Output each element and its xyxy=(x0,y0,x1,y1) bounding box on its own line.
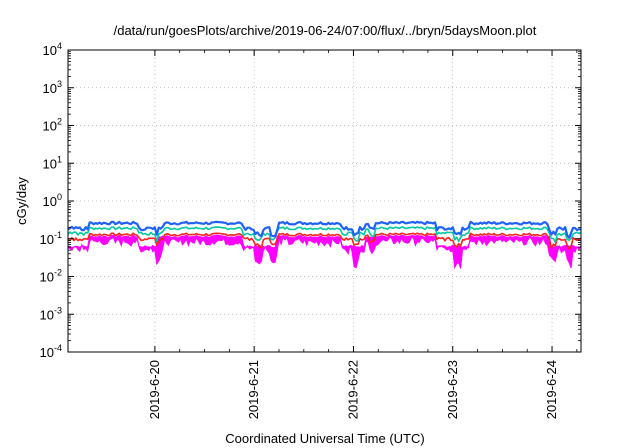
x-axis-label: Coordinated Universal Time (UTC) xyxy=(225,431,424,446)
x-tick-label: 2019-6-20 xyxy=(147,360,162,419)
y-tick-label: 10-3 xyxy=(40,305,62,322)
y-tick-label: 103 xyxy=(43,79,62,96)
y-tick-label: 10-1 xyxy=(40,230,62,247)
y-tick-label: 102 xyxy=(43,117,62,134)
chart-title: /data/run/goesPlots/archive/2019-06-24/0… xyxy=(114,23,537,38)
x-tick-label: 2019-6-22 xyxy=(345,360,360,419)
x-axis: 2019-6-20 2019-6-21 2019-6-22 2019-6-23 2019… xyxy=(147,50,578,419)
series-line xyxy=(67,232,582,250)
y-axis: 10-4 10-3 10-2 10-1 100 101 102 103 104 xyxy=(40,41,581,360)
x-tick-label: 2019-6-21 xyxy=(246,360,261,419)
y-tick-label: 10-2 xyxy=(40,268,62,285)
x-tick-label: 2019-6-24 xyxy=(544,360,559,419)
y-tick-label: 104 xyxy=(43,41,62,58)
y-tick-label: 10-4 xyxy=(40,343,62,360)
x-tick-label: 2019-6-23 xyxy=(445,360,460,419)
y-axis-label: cGy/day xyxy=(14,177,29,225)
series-line xyxy=(67,220,582,239)
series-line xyxy=(67,226,582,244)
y-tick-label: 101 xyxy=(43,154,62,171)
y-tick-label: 100 xyxy=(43,192,62,209)
plot-area: 10-4 10-3 10-2 10-1 100 101 102 103 104 2019-6-2… xyxy=(40,41,582,419)
